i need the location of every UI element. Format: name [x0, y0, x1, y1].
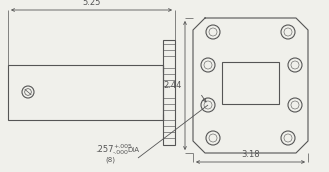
Text: 5.25: 5.25	[82, 0, 101, 7]
Bar	[163, 40, 175, 145]
Bar	[222, 62, 279, 104]
Text: -.000: -.000	[113, 150, 129, 155]
Text: 3.18: 3.18	[241, 150, 260, 159]
Text: (8): (8)	[105, 157, 115, 163]
Bar	[8, 65, 163, 120]
Text: .257: .257	[95, 146, 114, 154]
Text: 2.44: 2.44	[164, 81, 182, 90]
Text: DIA: DIA	[127, 147, 139, 153]
Text: +.005: +.005	[113, 144, 132, 149]
